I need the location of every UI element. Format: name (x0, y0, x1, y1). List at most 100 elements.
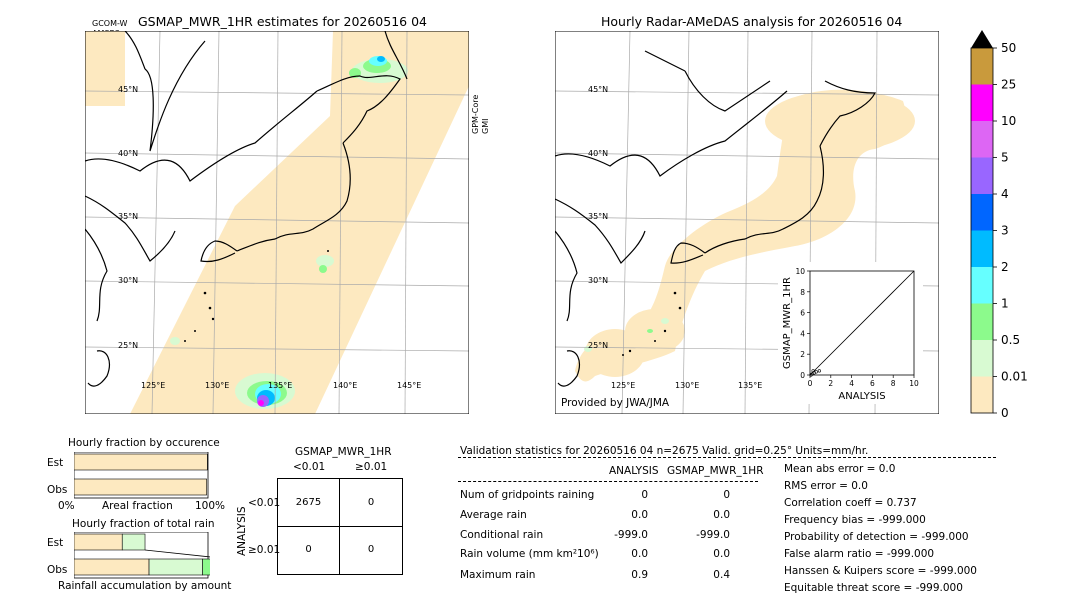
left-lon-140: 140°E (333, 381, 358, 390)
totalrain-segment (202, 558, 210, 576)
right-map-title: Hourly Radar-AMeDAS analysis for 2026051… (601, 14, 903, 29)
scatter-xtick-label: 6 (870, 379, 875, 388)
right-lat-35: 35°N (588, 212, 609, 221)
totalrain-obs-label: Obs (47, 564, 68, 576)
right-lat-45: 45°N (588, 85, 609, 94)
scatter-ytick-label: 6 (800, 309, 805, 318)
colorbar-label: 5 (1001, 151, 1009, 165)
occurrence-chart (74, 452, 209, 499)
totalrain-title: Hourly fraction of total rain (72, 518, 215, 530)
left-map-side-bottom: GMI (481, 118, 490, 134)
score-hk: Hanssen & Kuipers score = -999.000 (784, 565, 977, 577)
colorbar-label: 10 (1001, 114, 1016, 128)
score-rms: RMS error = 0.0 (784, 480, 868, 492)
scatter-xtick-label: 2 (828, 379, 833, 388)
totalrain-footer: Rainfall accumulation by amount (58, 580, 232, 592)
validation-row-label: Average rain (460, 509, 527, 521)
validation-col-b: GSMAP_MWR_1HR (667, 465, 764, 477)
validation-row-b: 0.4 (713, 569, 730, 581)
left-lat-45: 45°N (118, 85, 139, 94)
swath-top-left (85, 31, 125, 106)
validation-header-rule (458, 457, 996, 458)
right-map-credit: Provided by JWA/JMA (561, 397, 670, 409)
contingency-col-1: ≥0.01 (355, 461, 388, 473)
validation-header: Validation statistics for 20260516 04 n=… (460, 445, 869, 457)
colorbar-segment (971, 84, 993, 121)
contingency-title: GSMAP_MWR_1HR (295, 446, 392, 458)
validation-row-b: -999.0 (696, 529, 730, 541)
left-lat-35: 35°N (118, 212, 139, 221)
contingency-row-0: <0.01 (248, 497, 281, 509)
validation-row-b: 0.0 (713, 509, 730, 521)
contingency-grid: 2675 0 0 0 (277, 478, 403, 575)
scatter-ytick-label: 4 (800, 329, 805, 338)
scatter-xtick-label: 0 (808, 379, 813, 388)
left-lon-130: 130°E (205, 381, 230, 390)
validation-row-a: 0.0 (631, 548, 648, 560)
scatter-ytick-label: 8 (800, 288, 805, 297)
validation-row-label: Num of gridpoints raining (460, 489, 595, 501)
scatter-point (817, 369, 821, 373)
scatter-xlabel: ANALYSIS (838, 391, 885, 402)
validation-row-a: 0.0 (631, 509, 648, 521)
validation-col-a: ANALYSIS (609, 465, 659, 477)
occurrence-axis-left: 0% (58, 500, 75, 512)
left-map-side-top: GPM-Core (471, 94, 480, 134)
right-lat-25: 25°N (588, 341, 609, 350)
occurrence-obs-label: Obs (47, 484, 68, 496)
left-islands (184, 250, 329, 342)
validation-row-a: 0.9 (631, 569, 648, 581)
colorbar-segment (971, 121, 993, 158)
totalrain-segment (74, 533, 123, 551)
validation-row-b: 0.0 (713, 548, 730, 560)
left-lat-25: 25°N (118, 341, 139, 350)
validation-row-label: Conditional rain (460, 529, 544, 541)
colorbar-label: 0.01 (1001, 370, 1028, 384)
colorbar-segment (971, 267, 993, 304)
right-lat-40: 40°N (588, 149, 609, 158)
contingency-row-1: ≥0.01 (248, 544, 281, 556)
left-lon-125: 125°E (141, 381, 166, 390)
scatter-ytick-label: 10 (795, 267, 805, 276)
left-map-sat-top: GCOM-W (92, 19, 128, 28)
scatter-point (809, 373, 813, 377)
right-lon-130: 130°E (675, 381, 700, 390)
validation-row-label: Maximum rain (460, 569, 536, 581)
scatter-ytick-label: 2 (800, 350, 805, 359)
colorbar-segment (971, 194, 993, 231)
left-lon-145: 145°E (397, 381, 422, 390)
scatter-xtick-label: 8 (891, 379, 896, 388)
left-coastlines (85, 31, 408, 387)
left-lat-40: 40°N (118, 149, 139, 158)
score-mae: Mean abs error = 0.0 (784, 463, 896, 475)
colorbar-label: 50 (1001, 41, 1016, 55)
left-map-title: GSMAP_MWR_1HR estimates for 20260516 04 (138, 14, 427, 29)
right-islands (622, 291, 682, 356)
totalrain-segment (148, 558, 203, 576)
colorbar-label: 2 (1001, 260, 1009, 274)
colorbar-label: 4 (1001, 187, 1009, 201)
totalrain-chart (74, 532, 210, 579)
colorbar-segment (971, 340, 993, 377)
right-coastlines (555, 50, 876, 387)
occurrence-axis-mid: Areal fraction (102, 500, 173, 512)
contingency-col-0: <0.01 (293, 461, 326, 473)
left-lon-135: 135°E (268, 381, 293, 390)
colorbar-label: 3 (1001, 224, 1009, 238)
colorbar: 50 25 10 5 4 3 2 1 0.5 0.01 0 (970, 30, 1028, 418)
right-lon-135: 135°E (738, 381, 763, 390)
scatter-point (814, 370, 818, 374)
colorbar-label: 0.5 (1001, 333, 1020, 347)
colorbar-label: 25 (1001, 78, 1016, 92)
colorbar-segment (971, 230, 993, 267)
validation-row-b: 0 (723, 489, 730, 501)
scatter-diagonal (809, 270, 915, 376)
right-lon-125: 125°E (611, 381, 636, 390)
score-ets: Equitable threat score = -999.000 (784, 582, 963, 594)
totalrain-connector (144, 549, 210, 558)
occurrence-obs-bar (74, 478, 207, 496)
right-graticule (555, 31, 939, 414)
score-frequency-bias: Frequency bias = -999.000 (784, 514, 926, 526)
validation-row-a: -999.0 (614, 529, 648, 541)
left-lat-30: 30°N (118, 276, 139, 285)
